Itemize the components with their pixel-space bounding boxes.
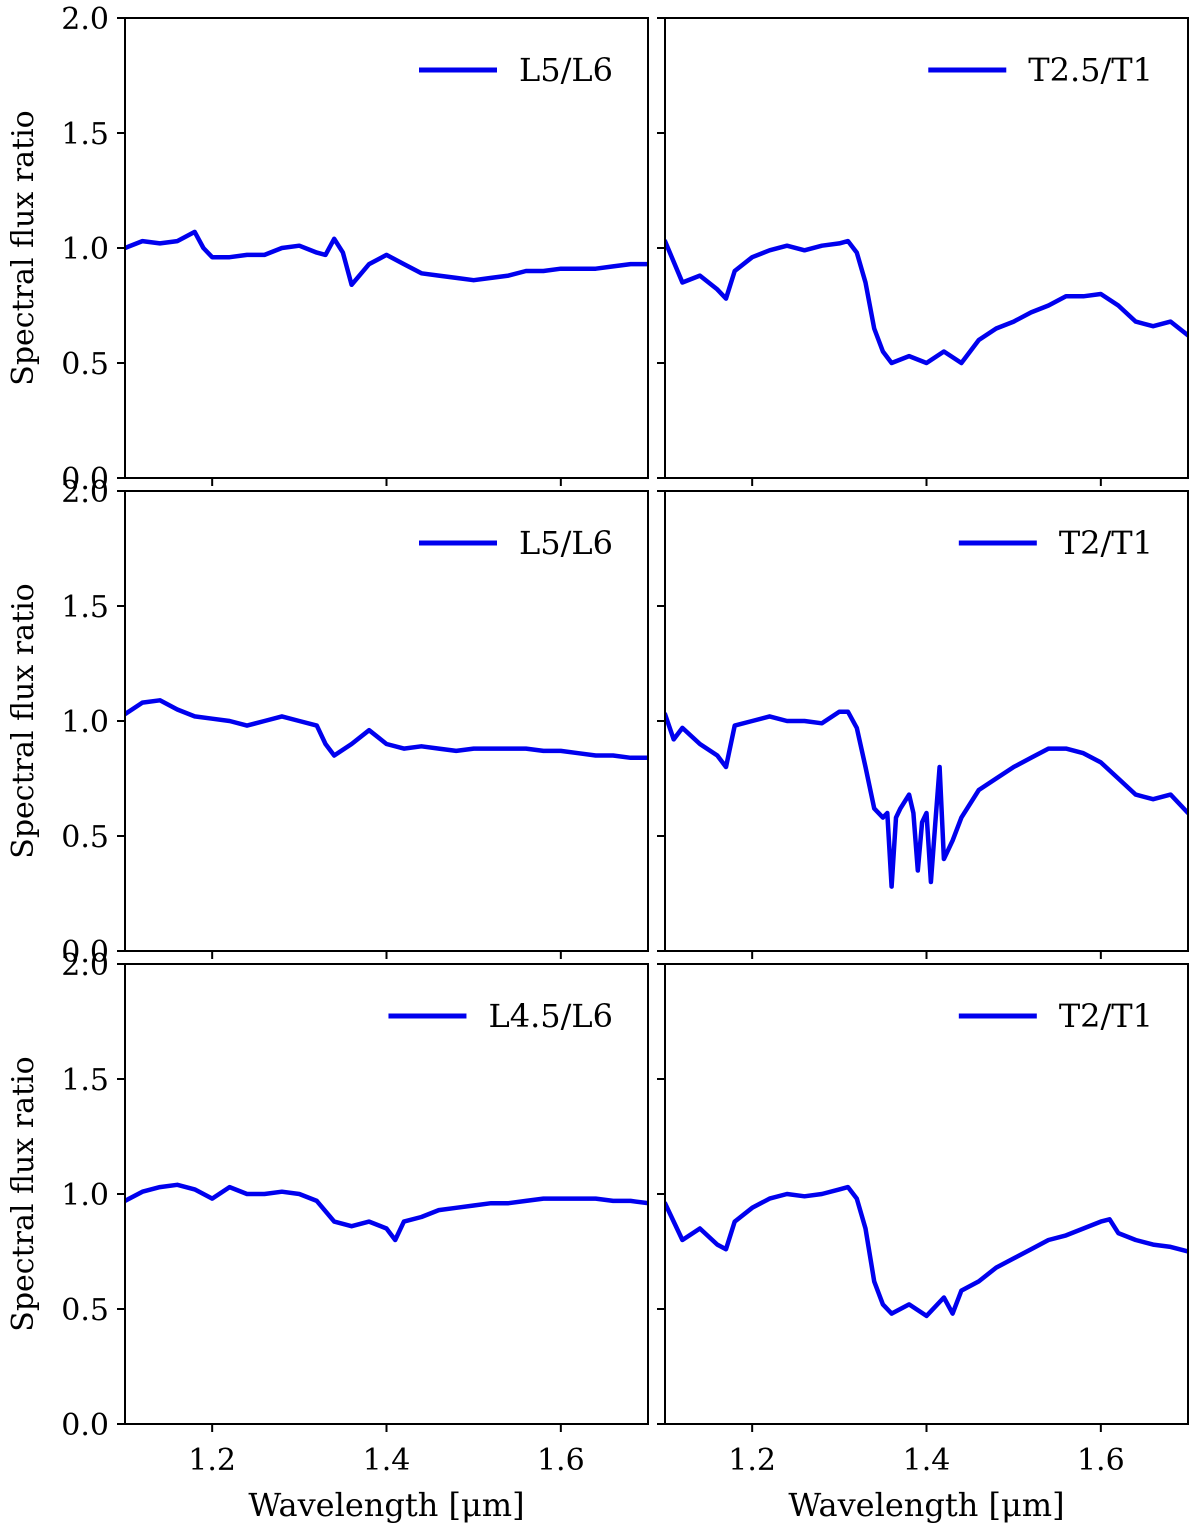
y-tick-label: 0.0	[61, 462, 109, 497]
y-tick-label: 2.0	[61, 2, 109, 37]
y-axis-label: Spectral flux ratio	[6, 583, 41, 858]
x-tick-label: 1.4	[903, 1443, 951, 1478]
series-line-bottom-right-0	[665, 1184, 1188, 1319]
y-tick-label: 1.0	[61, 232, 109, 267]
y-tick-label: 1.5	[61, 1063, 109, 1098]
y-axis-label: Spectral flux ratio	[6, 110, 41, 385]
x-tick-label: 1.2	[188, 1443, 236, 1478]
x-axis-label: Wavelength [μm]	[248, 1486, 524, 1524]
panel-top-right: T2.5/T1	[657, 17, 1189, 486]
x-tick-label: 1.6	[537, 1443, 585, 1478]
legend-label: T2/T1	[1059, 997, 1153, 1035]
panel-top-left: L5/L6 0.0 0.5 1.0 1.5 2.0 Spectral flux ratio	[6, 2, 649, 497]
series-line-top-right-0	[665, 238, 1188, 366]
series-line-middle-left-0	[125, 698, 648, 761]
legend-label: L4.5/L6	[488, 997, 613, 1035]
y-tick-label: 0.5	[61, 820, 109, 855]
y-tick-label: 2.0	[61, 475, 109, 510]
legend-label: T2/T1	[1059, 524, 1153, 562]
y-tick-label: 0.5	[61, 347, 109, 382]
y-axis-label: Spectral flux ratio	[6, 1056, 41, 1331]
y-tick-label: 1.0	[61, 705, 109, 740]
series-line-bottom-left-0	[125, 1182, 648, 1243]
panel-middle-right: T2/T1	[657, 490, 1189, 959]
x-axis-label: Wavelength [μm]	[788, 1486, 1064, 1524]
x-tick-label: 1.4	[363, 1443, 411, 1478]
x-tick-label: 1.6	[1077, 1443, 1125, 1478]
y-tick-label: 1.5	[61, 117, 109, 152]
legend-label: L5/L6	[519, 524, 613, 562]
y-tick-label: 0.5	[61, 1293, 109, 1328]
series-line-top-left-0	[125, 229, 648, 288]
y-tick-label: 0.0	[61, 935, 109, 970]
panel-bottom-right: T2/T1 1.2 1.4 1.6 Wavelength [μm]	[657, 963, 1189, 1524]
legend-label: T2.5/T1	[1028, 51, 1153, 89]
x-tick-label: 1.2	[728, 1443, 776, 1478]
y-tick-label: 2.0	[61, 948, 109, 983]
legend-label: L5/L6	[519, 51, 613, 89]
panel-middle-left: L5/L6 0.0 0.5 1.0 1.5 2.0 Spectral flux ratio	[6, 475, 649, 970]
y-tick-label: 1.5	[61, 590, 109, 625]
panels: L5/L6 0.0 0.5 1.0 1.5 2.0 Spectral flux ratio T…	[6, 2, 1189, 1524]
y-tick-label: 1.0	[61, 1178, 109, 1213]
series-line-middle-right-0	[665, 709, 1188, 889]
panel-bottom-left: L4.5/L6 0.0 0.5 1.0 1.5 2.0 1.2 1.4 1.6 Spectral …	[6, 948, 649, 1524]
y-tick-label: 0.0	[61, 1408, 109, 1443]
